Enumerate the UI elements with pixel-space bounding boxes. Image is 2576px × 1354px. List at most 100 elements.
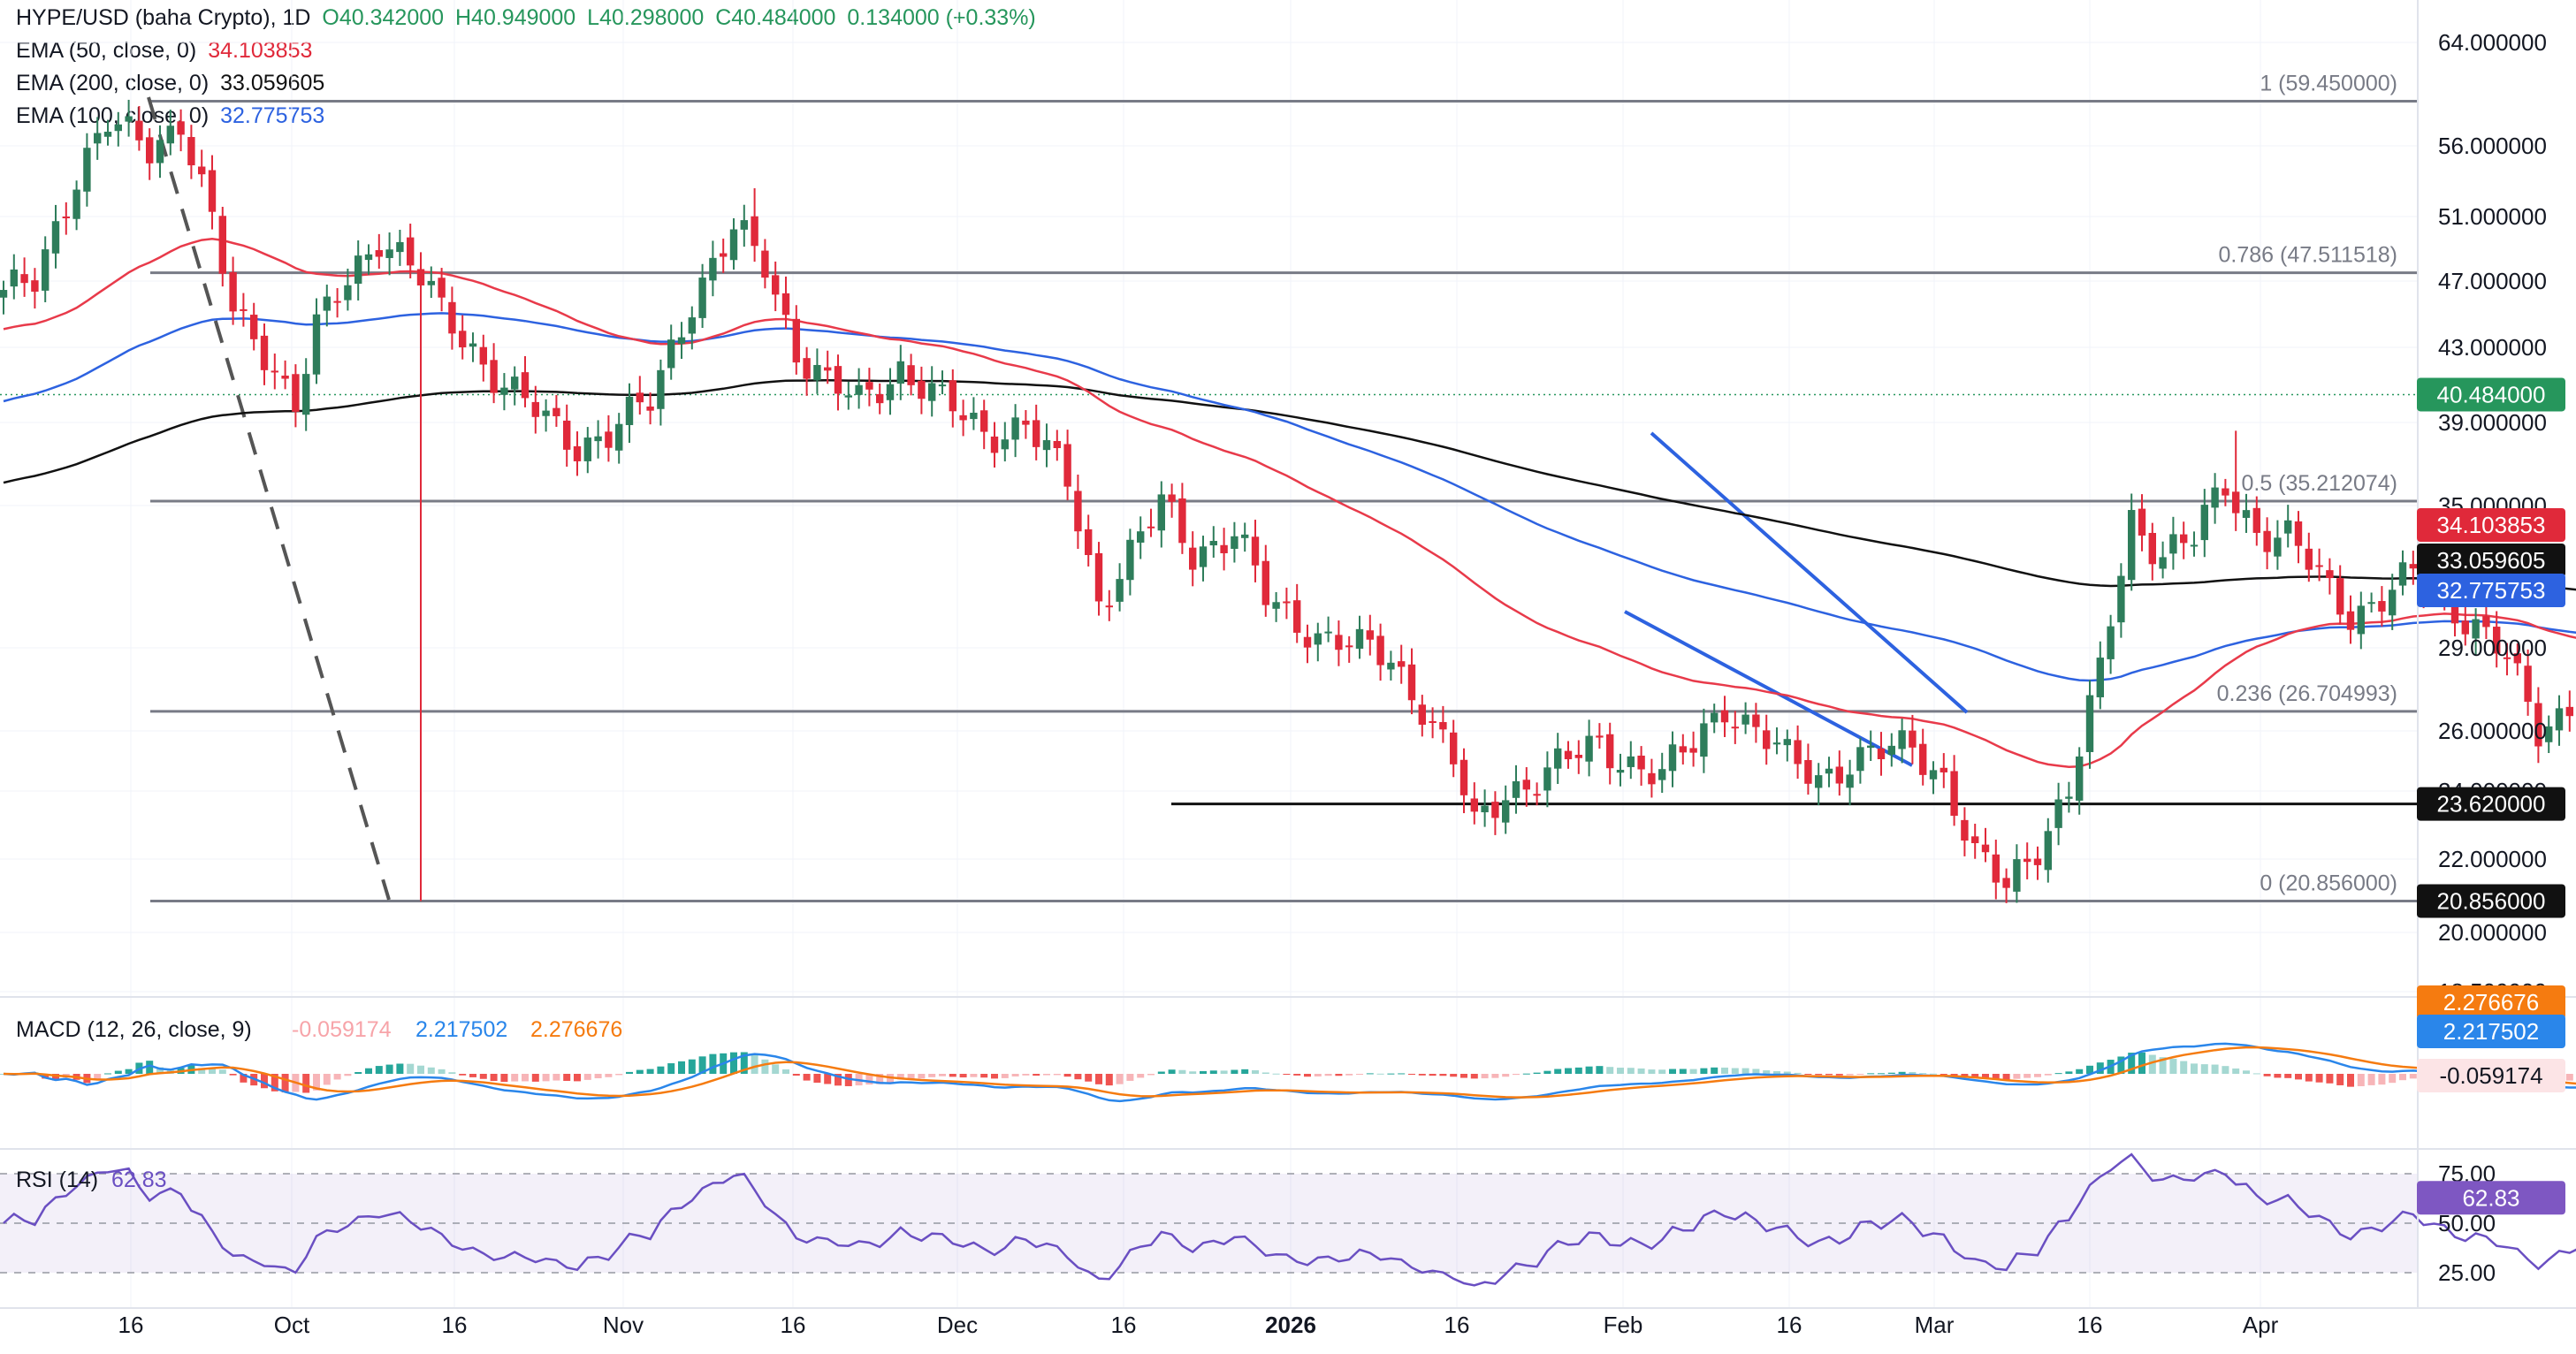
candle-body <box>907 365 915 385</box>
candle-body <box>2232 491 2240 513</box>
macd-histogram-bar <box>1283 1074 1291 1075</box>
macd-histogram-bar <box>553 1074 560 1081</box>
macd-histogram-bar <box>448 1072 456 1074</box>
x-tick-label: 16 <box>1111 1312 1137 1338</box>
macd-histogram-bar <box>928 1074 936 1077</box>
macd-histogram-bar <box>730 1052 737 1074</box>
macd-histogram-bar <box>240 1074 248 1083</box>
ema100-tag: 32.775753 <box>2437 577 2546 604</box>
macd-histogram-bar <box>1126 1074 1134 1081</box>
candle-body <box>469 343 477 347</box>
macd-histogram-bar <box>2357 1074 2365 1087</box>
candle-body <box>10 269 18 287</box>
macd-histogram-bar <box>1063 1074 1071 1077</box>
macd-histogram-bar <box>1689 1069 1697 1074</box>
macd-histogram-bar <box>1554 1069 1562 1074</box>
candle-body <box>2023 858 2031 863</box>
candle-body <box>1752 714 1760 727</box>
macd-histogram-bar <box>636 1069 644 1074</box>
macd-histogram-bar <box>1033 1074 1040 1076</box>
macd-histogram-bar <box>2389 1074 2397 1084</box>
macd-histogram-bar <box>1565 1068 1572 1074</box>
y-tick-label: 39.000000 <box>2438 409 2547 436</box>
candle-body <box>1502 800 1510 823</box>
macd-histogram-bar <box>1074 1074 1082 1080</box>
open-value: O40.342000 <box>322 5 445 30</box>
macd-histogram-bar <box>865 1074 873 1085</box>
candle-body <box>2002 878 2010 888</box>
candle-body <box>1261 560 1269 605</box>
macd-histogram-bar <box>94 1074 102 1079</box>
candle-body <box>1022 420 1030 425</box>
macd-histogram-bar <box>740 1052 748 1074</box>
macd-histogram-bar <box>1147 1074 1155 1076</box>
ema200-legend[interactable]: EMA (200, close, 0) 33.059605 <box>16 71 330 96</box>
macd-histogram-bar <box>2336 1074 2344 1085</box>
candle-body <box>2336 578 2344 615</box>
candle-body <box>375 250 383 257</box>
candle-body <box>918 380 926 399</box>
macd-histogram-bar <box>1209 1070 1217 1074</box>
macd-histogram-bar <box>1220 1070 1228 1074</box>
candle-body <box>2398 562 2407 586</box>
ema100-legend[interactable]: EMA (100, close, 0) 32.775753 <box>16 103 330 129</box>
candle-body <box>0 290 8 298</box>
macd-histogram-bar <box>1543 1070 1551 1074</box>
x-tick-label: 16 <box>781 1312 806 1338</box>
macd-histogram-bar <box>354 1072 362 1074</box>
candle-body <box>2409 564 2417 569</box>
y-tick-label: 64.000000 <box>2438 29 2547 56</box>
candle-body <box>1116 579 1124 602</box>
candle-body <box>1439 721 1447 730</box>
macd-histogram-bar <box>1627 1068 1635 1074</box>
candle-body <box>94 133 102 144</box>
macd-histogram-bar <box>1741 1068 1749 1074</box>
candle-body <box>563 420 571 450</box>
macd-histogram-bar <box>417 1065 424 1074</box>
candle-body <box>2545 726 2553 742</box>
candle-body <box>2044 831 2052 871</box>
macd-histogram-bar <box>761 1059 769 1074</box>
macd-histogram-bar <box>1752 1069 1760 1074</box>
macd-histogram-bar <box>2274 1074 2282 1078</box>
macd-histogram-bar <box>1878 1073 1885 1075</box>
macd-histogram-bar <box>2399 1074 2406 1081</box>
candle-body <box>83 148 91 192</box>
candle-body <box>1418 704 1426 725</box>
candle-body <box>636 392 644 403</box>
y-tick-label: 29.000000 <box>2438 635 2547 661</box>
macd-histogram-bar <box>542 1074 550 1082</box>
y-tick-label: 56.000000 <box>2438 133 2547 159</box>
candle-body <box>980 410 988 432</box>
candle-body <box>542 410 550 416</box>
macd-histogram-bar <box>1513 1074 1520 1076</box>
macd-histogram-bar <box>125 1069 133 1074</box>
macd-histogram-bar <box>1617 1068 1624 1074</box>
macd-histogram-bar <box>1502 1074 1510 1077</box>
candle-body <box>1867 745 1875 749</box>
macd-histogram-bar <box>1366 1073 1374 1075</box>
candle-body <box>1616 770 1625 773</box>
macd-histogram-bar <box>1261 1072 1269 1074</box>
macd-histogram-bar <box>2054 1073 2062 1075</box>
macd-histogram-bar <box>2284 1074 2292 1078</box>
macd-histogram-bar <box>2326 1074 2334 1084</box>
candle-body <box>1554 748 1562 769</box>
macd-histogram-bar <box>1804 1074 1812 1075</box>
candle-body <box>2107 626 2115 659</box>
candle-body <box>2117 575 2125 623</box>
macd-histogram-bar <box>2409 1074 2417 1079</box>
candle-body <box>166 126 174 144</box>
macd-histogram-bar <box>1043 1074 1050 1076</box>
macd-histogram-bar <box>1898 1071 1906 1074</box>
candle-body <box>302 374 310 415</box>
candle-body <box>1157 494 1165 531</box>
candle-body <box>1887 745 1895 755</box>
candle-body <box>792 318 800 363</box>
macd-histogram-bar <box>657 1066 665 1074</box>
macd-histogram-bar <box>1825 1074 1833 1076</box>
candle-body <box>208 170 217 212</box>
candle-body <box>1450 732 1458 764</box>
candle-body <box>1940 767 1947 772</box>
